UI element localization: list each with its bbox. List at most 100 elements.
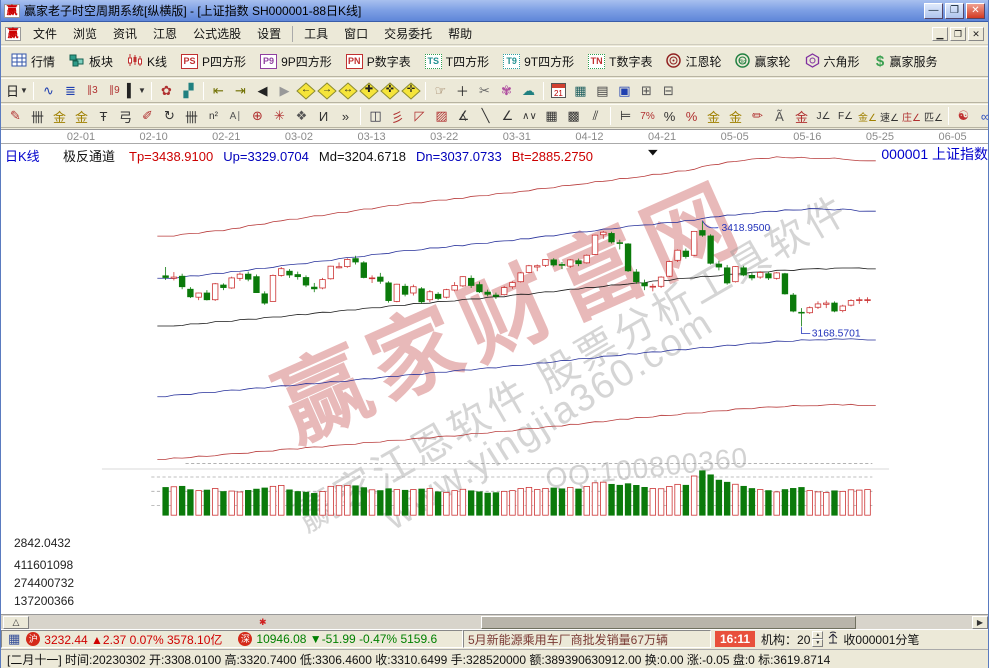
calculator-icon[interactable]: ▦ [574, 82, 587, 98]
menu-10[interactable]: 帮助 [448, 27, 473, 41]
more-tools-button[interactable]: » [341, 108, 350, 124]
chart-area[interactable]: 赢家财富网 赢家江恩软件 股票分析工具软件 www.yingjia360.com QQ… [1, 129, 988, 629]
multi-chart-icon[interactable]: ▞ [183, 82, 194, 98]
child-restore-button[interactable]: ❐ [950, 26, 966, 41]
next-bar-button[interactable]: ▶ [279, 82, 290, 98]
shift-left-button[interactable]: ← [296, 81, 316, 100]
time-ruler-tool[interactable]: 卌 [184, 109, 198, 125]
scrollbar-right-arrow[interactable]: ▶ [972, 616, 988, 629]
print-icon[interactable]: ⊟ [662, 82, 674, 98]
p-square-button[interactable]: PS P四方形 [175, 51, 252, 72]
gold-angle-tool[interactable]: 金∠ [858, 112, 877, 124]
gann-fan-tool[interactable]: 彡 [390, 109, 404, 125]
chart3-icon[interactable]: ∥3 [87, 85, 98, 96]
winner-wheel-button[interactable]: Big 赢家轮 [729, 51, 796, 73]
percent-tool[interactable]: % [663, 108, 676, 124]
org-spinner[interactable]: ▲ ▼ [812, 631, 824, 647]
period-selector[interactable]: 日 ▼ [6, 84, 28, 99]
child-minimize-button[interactable]: ▁ [932, 26, 948, 41]
pane-toggle-button[interactable]: △ [3, 616, 29, 629]
square-of-nine-tool[interactable]: n² [209, 110, 218, 122]
t9-square-button[interactable]: T9 9T四方形 [497, 51, 580, 72]
gold-band-tool[interactable]: 金 [74, 109, 88, 125]
save-icon[interactable]: ▣ [618, 82, 631, 98]
menu-2[interactable]: 浏览 [73, 27, 98, 41]
p-number-button[interactable]: PN P数字表 [340, 51, 417, 72]
gann-grid-tool[interactable]: ▨ [435, 108, 448, 123]
net-icon[interactable]: ✿ [160, 82, 172, 98]
child-window-icon[interactable]: 赢 [5, 26, 21, 41]
gann-wheel-button[interactable]: 江恩轮 [660, 51, 727, 73]
gann-box-tool[interactable]: ❖ [295, 108, 308, 123]
banker-angle-tool[interactable]: 庄∠ [902, 112, 921, 124]
arc-tool[interactable]: 弓 [118, 109, 132, 125]
parallel-lines-tool[interactable]: ⫽ [592, 108, 599, 123]
gold-underline-tool[interactable]: 金 [794, 109, 808, 125]
angle-mark-tool[interactable]: И [318, 108, 329, 124]
t-number-button[interactable]: TN T数字表 [582, 51, 658, 72]
calendar-icon[interactable]: 21 [548, 81, 569, 101]
prev-bar-button[interactable]: ◀ [257, 82, 268, 98]
menu-8[interactable]: 窗口 [344, 27, 369, 41]
menu-7[interactable]: 工具 [304, 27, 329, 41]
horizontal-scrollbar[interactable]: △ ✱ ▶ [1, 614, 988, 629]
measure-icon[interactable]: ✂ [478, 82, 490, 98]
gann-arc-tool[interactable]: ◸ [414, 108, 425, 123]
scrollbar-thumb[interactable] [481, 616, 856, 629]
wave-icon[interactable]: ∿ [42, 82, 54, 98]
pi-angle-tool[interactable]: 匹∠ [924, 112, 943, 124]
export-icon[interactable]: ⊞ [640, 82, 652, 98]
quotes-button[interactable]: 行情 [5, 51, 61, 72]
stats-tool[interactable]: ⊨ [619, 108, 632, 123]
t-square-button[interactable]: TS T四方形 [419, 51, 495, 72]
maximize-button[interactable]: ❐ [945, 2, 964, 19]
gann-center-tool[interactable]: ⊕ [252, 108, 263, 123]
candle-style-selector[interactable]: ▍ ▼ [126, 82, 146, 98]
gold-section-tool[interactable]: 金 [52, 109, 66, 125]
cloud-icon[interactable]: ☁ [521, 82, 535, 98]
shift-right-button[interactable]: → [317, 81, 337, 100]
angle-lines-tool[interactable]: ∡ [457, 108, 470, 123]
flower-icon[interactable]: ✾ [500, 82, 512, 98]
winner-service-button[interactable]: $ 赢家服务 [868, 51, 944, 73]
pencil-tool[interactable]: ✎ [10, 108, 21, 123]
close-button[interactable]: ✕ [966, 2, 985, 19]
zigzag-tool[interactable]: ∧∨ [522, 110, 537, 122]
quote-grid-icon[interactable]: ▦ [8, 631, 21, 646]
j-angle-tool[interactable]: J∠ [816, 110, 831, 122]
menu-6[interactable]: 设置 [257, 27, 282, 41]
gann-star-tool[interactable]: ✳ [274, 108, 285, 123]
sectors-button[interactable]: 板块 [63, 51, 119, 72]
speed-angle-tool[interactable]: 速∠ [880, 112, 899, 124]
first-bar-button[interactable]: ⇤ [212, 82, 224, 98]
notes-icon[interactable]: ▤ [596, 82, 609, 98]
angle-tool[interactable]: ∠ [501, 108, 514, 123]
hand-icon[interactable]: ☞ [434, 82, 447, 98]
gold-lines-tool[interactable]: 金 [728, 109, 742, 125]
trend-line-tool[interactable]: ╲ [481, 108, 490, 123]
menu-9[interactable]: 交易委托 [384, 27, 433, 41]
zoom-out-button[interactable]: ✜ [380, 81, 400, 100]
menu-3[interactable]: 资讯 [113, 27, 138, 41]
grid-ruler-tool[interactable]: 卌 [30, 109, 44, 125]
hexagon-button[interactable]: 六角形 [799, 51, 866, 73]
gold-circle-tool[interactable]: 金 [706, 109, 720, 125]
percent-down-tool[interactable]: 7% [640, 110, 655, 122]
last-bar-button[interactable]: ⇥ [234, 82, 246, 98]
flag-tool[interactable]: Ŧ [99, 108, 108, 124]
menu-5[interactable]: 公式选股 [193, 27, 242, 41]
brush-tool[interactable]: ✐ [142, 108, 153, 123]
kline-button[interactable]: K线 [121, 51, 173, 72]
fit-screen-button[interactable]: ✛ [401, 81, 421, 100]
menu-4[interactable]: 江恩 [153, 27, 178, 41]
yinyang-icon[interactable]: ☯ [957, 108, 970, 123]
cycle-tool[interactable]: ↻ [164, 108, 175, 123]
expand-h-button[interactable]: ↔ [338, 81, 358, 100]
grid-tool[interactable]: ▦ [545, 108, 558, 123]
news-ticker[interactable]: 5月新能源乘用车厂商批发销量67万辆 [463, 630, 711, 648]
mark-brush-tool[interactable]: ✏ [752, 108, 763, 123]
child-close-button[interactable]: ✕ [968, 26, 984, 41]
zoom-in-button[interactable]: ✚ [359, 81, 379, 100]
menu-1[interactable]: 文件 [33, 27, 58, 41]
text-label-tool[interactable]: A∣ [229, 110, 242, 122]
